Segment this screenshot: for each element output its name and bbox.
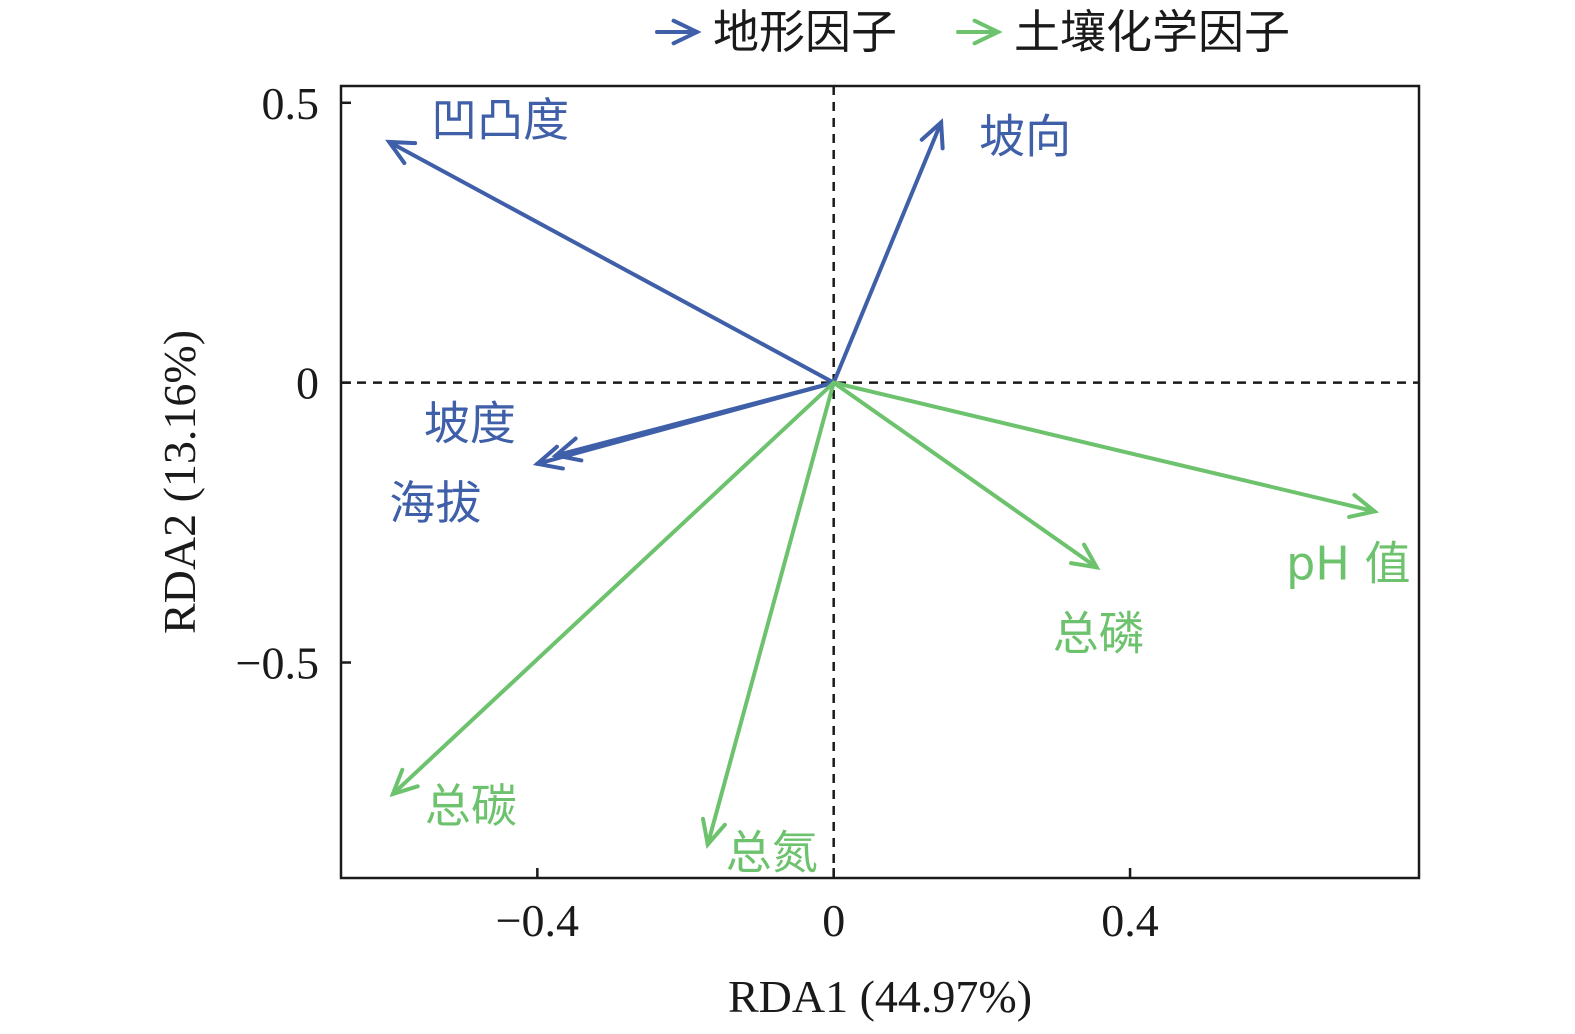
vector-label: 坡向	[979, 109, 1071, 163]
legend-entry: 土壤化学因子	[956, 5, 1290, 59]
x-tick-label: 0	[822, 895, 845, 946]
reference-lines	[341, 86, 1419, 878]
vector-总碳-head	[389, 767, 420, 798]
vector-坡度-head	[551, 436, 584, 463]
vector-总碳-shaft	[390, 380, 836, 797]
vector-label: 总碳	[425, 779, 517, 833]
vector-label: 海拔	[389, 476, 481, 530]
legend-entry: 地形因子	[655, 5, 897, 59]
vector-label: 凹凸度	[431, 93, 569, 147]
vector-总磷-head	[1069, 542, 1101, 570]
x-tick-label: −0.4	[496, 895, 579, 946]
vector-label: 总磷	[1053, 606, 1145, 660]
vector-坡向-shaft	[831, 120, 944, 385]
vector-凹凸度-shaft	[387, 139, 836, 385]
y-tick-label: −0.5	[236, 638, 319, 689]
vector-总氮-shaft	[705, 380, 836, 847]
vector-总磷	[831, 380, 1101, 570]
legend: 地形因子 土壤化学因子	[655, 5, 1290, 59]
legend-arrow-icon	[956, 18, 1003, 46]
y-axis-title: RDA2 (13.16%)	[154, 330, 205, 634]
legend-arrow-icon	[655, 18, 702, 46]
legend-arrow-icon-head	[671, 18, 702, 46]
vector-label: 坡度	[424, 396, 516, 450]
x-axis-title: RDA1 (44.97%)	[728, 971, 1032, 1022]
vector-海拔	[532, 380, 836, 471]
vector-pH 值-shaft	[831, 380, 1377, 514]
vector-海拔-head	[532, 444, 565, 471]
axis-ticks: −0.4 0 0.4 0.5 0 −0.5	[236, 78, 1159, 946]
vector-总碳	[389, 380, 836, 798]
legend-label: 土壤化学因子	[1014, 5, 1290, 59]
x-tick-label: 0.4	[1101, 895, 1159, 946]
legend-label: 地形因子	[713, 5, 897, 59]
vector-坡向-head	[919, 118, 945, 151]
legend-arrow-icon-head	[972, 18, 1003, 46]
vector-坡向	[831, 118, 945, 385]
vector-凹凸度-head	[385, 139, 418, 166]
y-tick-label: 0.5	[262, 78, 320, 129]
vector-label: 总氮	[726, 825, 818, 879]
vector-label: pH 值	[1286, 536, 1410, 590]
plot-frame	[339, 84, 1421, 880]
vector-pH 值	[831, 380, 1380, 519]
vector-凹凸度	[385, 139, 836, 385]
vector-总氮-head	[700, 816, 727, 849]
vector-总氮	[700, 380, 836, 849]
y-tick-label: 0	[296, 358, 319, 409]
vector-总磷-shaft	[831, 380, 1099, 570]
vector-海拔-shaft	[535, 380, 836, 466]
vector-pH 值-head	[1347, 492, 1380, 519]
